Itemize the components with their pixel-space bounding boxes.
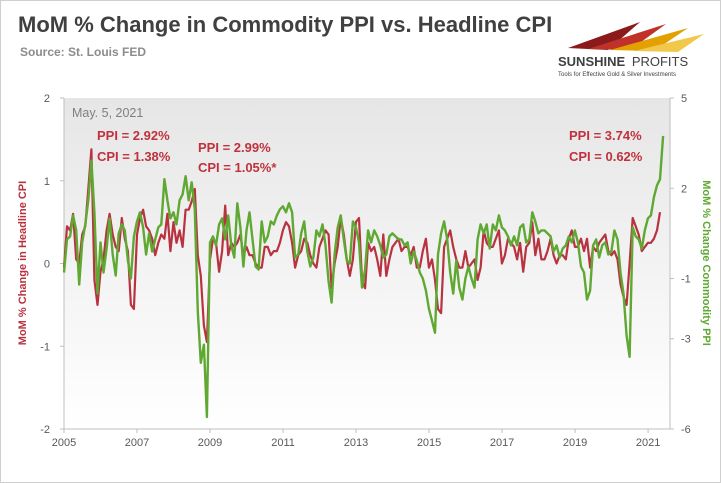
annotation-2-ppi: PPI = 2.99% <box>198 140 271 155</box>
x-tick-label: 2011 <box>271 437 295 449</box>
x-tick-label: 2009 <box>198 437 222 449</box>
logo-brand-text: SUNSHINE PROFITS <box>558 54 688 69</box>
logo-swoosh-dark <box>568 22 640 50</box>
logo-tagline: Tools for Effective Gold & Silver Invest… <box>558 72 676 78</box>
logo-brand-bold: SUNSHINE <box>558 54 626 69</box>
x-tick-label: 2017 <box>490 437 514 449</box>
right-axis-title: MoM % Change Commodity PPI <box>700 180 712 346</box>
right-tick-label: -6 <box>681 424 691 436</box>
chart-title: MoM % Change in Commodity PPI vs. Headli… <box>18 12 553 37</box>
x-tick-label: 2015 <box>417 437 441 449</box>
x-tick-label: 2021 <box>636 437 660 449</box>
x-tick-label: 2005 <box>52 437 76 449</box>
logo-brand-light: PROFITS <box>632 54 689 69</box>
left-axis-ticks: 2 1 0 -1 -2 <box>40 93 64 436</box>
annotation-3-ppi: PPI = 3.74% <box>569 128 642 143</box>
x-tick-label: 2007 <box>125 437 149 449</box>
x-tick-label: 2019 <box>563 437 587 449</box>
series-ppi-line <box>62 135 665 419</box>
logo-swoosh-light <box>634 34 704 52</box>
left-axis-title: MoM % Change in Headline CPI <box>17 181 29 345</box>
right-tick-label: -3 <box>681 334 691 346</box>
x-tick-label: 2013 <box>344 437 368 449</box>
left-tick-label: -2 <box>40 424 50 436</box>
logo-swoosh-mid <box>588 24 666 50</box>
x-axis-ticks: 2005 2007 2009 2011 2013 2015 2017 2019 2021 <box>52 429 660 449</box>
annotation-1-cpi: CPI = 1.38% <box>97 149 171 164</box>
right-tick-label: 5 <box>681 93 687 105</box>
annotation-3-cpi: CPI = 0.62% <box>569 149 643 164</box>
right-tick-label: -1 <box>681 274 691 286</box>
right-tick-label: 2 <box>681 183 687 195</box>
annotation-1-ppi: PPI = 2.92% <box>97 128 170 143</box>
left-tick-label: 1 <box>44 176 50 188</box>
left-tick-label: 0 <box>44 259 50 271</box>
sunshine-profits-logo: SUNSHINE PROFITS Tools for Effective Gol… <box>558 22 704 78</box>
left-tick-label: -1 <box>40 341 50 353</box>
date-label: May. 5, 2021 <box>72 106 143 120</box>
chart-source: Source: St. Louis FED <box>20 45 147 59</box>
logo-swoosh-gold <box>610 28 688 51</box>
right-axis-ticks: 5 2 -1 -3 -6 <box>670 93 691 436</box>
annotation-2-cpi: CPI = 1.05%* <box>198 160 277 175</box>
left-tick-label: 2 <box>44 93 50 105</box>
